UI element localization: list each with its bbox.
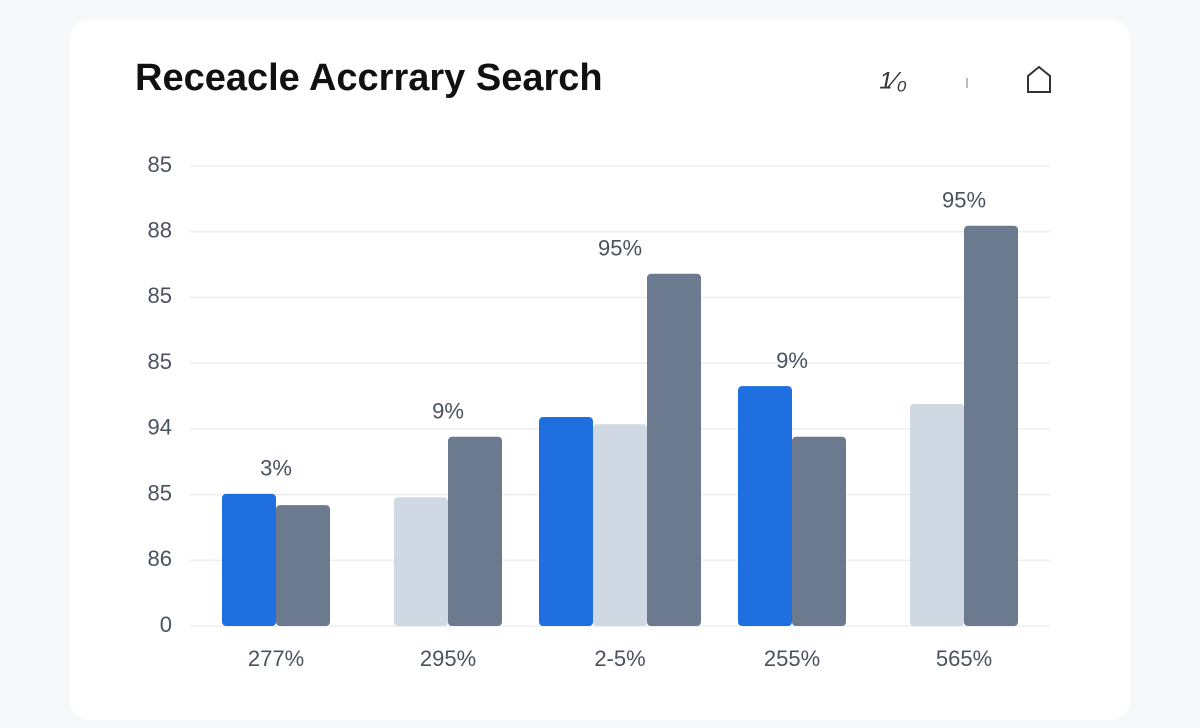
bar	[593, 424, 647, 626]
y-tick-label: 85	[148, 349, 172, 374]
bar	[276, 505, 330, 626]
data-label: 9%	[776, 348, 808, 373]
bar	[964, 225, 1018, 627]
bar	[222, 493, 276, 626]
x-tick-label: 277%	[248, 646, 304, 671]
bar	[394, 497, 448, 626]
y-tick-label: 86	[148, 546, 172, 571]
card	[70, 20, 1130, 720]
y-tick-label: 85	[148, 283, 172, 308]
x-tick-label: 565%	[936, 646, 992, 671]
data-label: 3%	[260, 456, 292, 481]
y-tick-label: 94	[148, 415, 172, 440]
bar	[539, 417, 593, 626]
toolbar-button[interactable]: 1⁄₀	[879, 67, 906, 94]
x-tick-label: 2-5%	[594, 646, 645, 671]
y-tick-label: 85	[148, 152, 172, 177]
home-icon[interactable]	[1027, 65, 1051, 93]
x-tick-label: 255%	[764, 646, 820, 671]
y-tick-label: 0	[160, 612, 172, 637]
bar	[910, 403, 964, 626]
bar	[448, 436, 502, 626]
data-label: 9%	[432, 399, 464, 424]
y-tick-label: 88	[148, 218, 172, 243]
x-tick-label: 295%	[420, 646, 476, 671]
chart-title: Receacle Accrrary Search	[135, 57, 603, 99]
bar	[738, 386, 792, 626]
data-label: 95%	[942, 188, 986, 213]
bar	[792, 436, 846, 626]
bar	[647, 273, 701, 626]
data-label: 95%	[598, 236, 642, 261]
y-tick-label: 85	[148, 480, 172, 505]
